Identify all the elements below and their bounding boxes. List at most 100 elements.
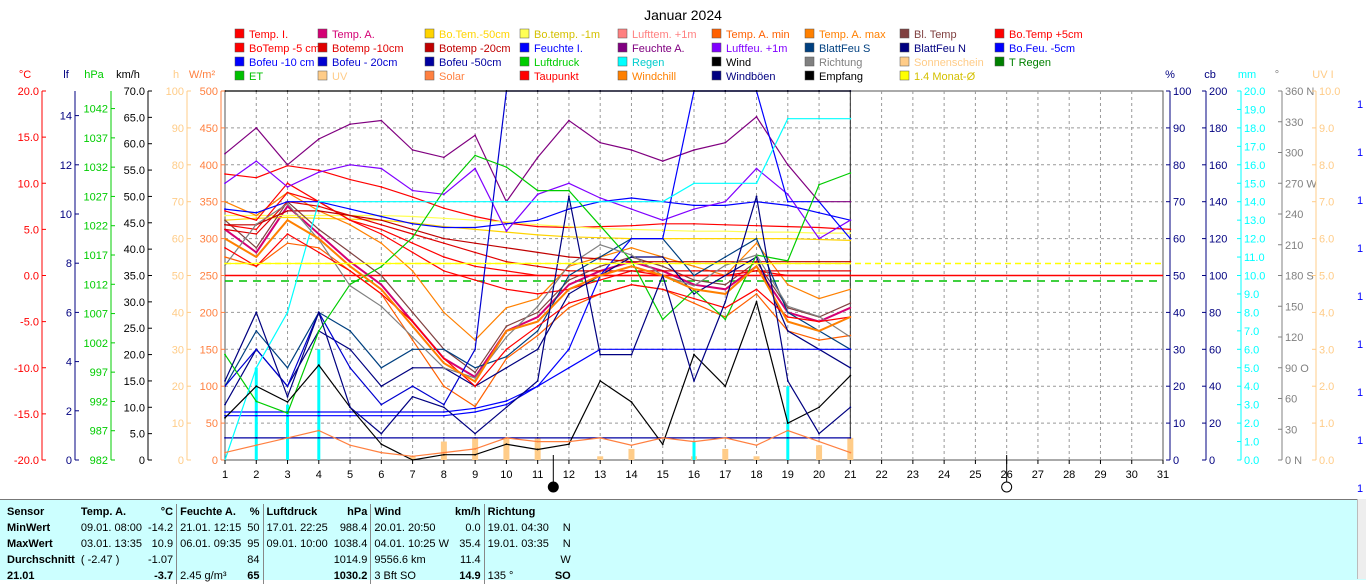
data-point bbox=[693, 284, 695, 287]
rain-bar bbox=[692, 441, 696, 460]
data-point bbox=[818, 320, 820, 323]
data-point bbox=[349, 163, 351, 166]
legend-label: Windchill bbox=[632, 71, 676, 83]
data-point bbox=[442, 406, 445, 409]
data-point bbox=[630, 200, 633, 203]
legend-swatch bbox=[617, 28, 628, 39]
stats-cell: 84 bbox=[247, 554, 260, 566]
data-point bbox=[224, 228, 226, 231]
data-point bbox=[349, 411, 351, 413]
data-point bbox=[411, 228, 414, 231]
data-point bbox=[317, 411, 320, 413]
far-right-tick: 1 bbox=[1357, 99, 1363, 111]
stats-cell: 20.01. 20:50 bbox=[370, 520, 452, 536]
data-point bbox=[661, 262, 664, 265]
data-point bbox=[661, 229, 664, 232]
data-point bbox=[224, 451, 226, 454]
axis-tick-right: 180 S bbox=[1285, 271, 1314, 283]
x-tick-label: 10 bbox=[500, 469, 512, 481]
data-point bbox=[755, 444, 758, 447]
data-point bbox=[505, 400, 508, 402]
axis-tick-right: 40 bbox=[1173, 307, 1185, 319]
data-point bbox=[661, 219, 664, 222]
data-point bbox=[317, 210, 320, 212]
axis-tick-right: 5.0 bbox=[1319, 271, 1334, 283]
legend-swatch bbox=[519, 42, 530, 53]
data-point bbox=[505, 221, 508, 223]
axis-tick-right: 270 W bbox=[1285, 178, 1317, 190]
data-point bbox=[505, 357, 508, 360]
data-point bbox=[286, 214, 289, 217]
x-tick-label: 2 bbox=[253, 469, 259, 481]
legend-swatch bbox=[617, 56, 628, 67]
data-point bbox=[349, 436, 351, 439]
axis-tick-left: 55.0 bbox=[124, 165, 145, 177]
data-point bbox=[224, 414, 226, 417]
data-point bbox=[442, 385, 445, 388]
far-right-tick: 1 bbox=[1357, 195, 1363, 207]
axis-tick-left: 5.0 bbox=[130, 429, 145, 441]
data-point bbox=[349, 219, 351, 222]
data-point bbox=[474, 251, 477, 254]
data-point bbox=[505, 436, 508, 439]
data-point bbox=[724, 283, 727, 286]
data-point bbox=[442, 262, 445, 265]
data-point bbox=[724, 260, 727, 263]
sunshine-bar bbox=[597, 456, 604, 460]
data-point bbox=[442, 256, 445, 258]
data-point bbox=[693, 440, 695, 443]
data-point bbox=[786, 163, 789, 166]
data-point bbox=[693, 279, 695, 282]
data-point bbox=[349, 406, 351, 409]
data-point bbox=[224, 210, 226, 212]
data-point bbox=[568, 119, 570, 122]
data-point bbox=[224, 353, 226, 356]
axis-tick-left: 100 bbox=[166, 86, 184, 98]
x-tick-label: 6 bbox=[378, 469, 384, 481]
legend-swatch bbox=[899, 28, 910, 39]
data-point bbox=[317, 90, 320, 92]
axis-tick-left: 1007 bbox=[84, 309, 108, 321]
legend-label: Temp. A. max bbox=[819, 29, 886, 41]
data-point bbox=[661, 348, 664, 351]
data-point bbox=[786, 259, 789, 262]
legend-swatch bbox=[711, 42, 722, 53]
data-point bbox=[255, 246, 258, 249]
data-point bbox=[505, 230, 508, 233]
x-tick-label: 15 bbox=[657, 469, 669, 481]
axis-tick-left: 0 bbox=[66, 455, 72, 467]
data-point bbox=[442, 193, 445, 196]
data-point bbox=[255, 217, 258, 220]
data-point bbox=[849, 90, 852, 92]
data-point bbox=[255, 414, 258, 417]
stats-header: % bbox=[249, 506, 260, 518]
data-point bbox=[411, 414, 414, 417]
data-point bbox=[286, 200, 289, 203]
data-point bbox=[224, 182, 226, 185]
data-point bbox=[286, 205, 289, 208]
axis-tick-left: 90 bbox=[172, 123, 184, 135]
data-point bbox=[818, 232, 820, 234]
axis-tick-right: 160 bbox=[1209, 160, 1227, 172]
sunshine-bar bbox=[753, 456, 760, 460]
axis-title-left: °C bbox=[19, 69, 31, 81]
stats-cell bbox=[262, 552, 331, 568]
scrollbar[interactable] bbox=[1357, 499, 1366, 579]
axis-tick-left: 10.0 bbox=[124, 402, 145, 414]
data-point bbox=[693, 269, 695, 272]
data-point bbox=[755, 262, 758, 265]
data-point bbox=[536, 385, 539, 388]
legend-swatch bbox=[617, 70, 628, 81]
legend-label: Wind bbox=[726, 57, 751, 69]
data-point bbox=[786, 274, 789, 277]
data-point bbox=[474, 219, 477, 222]
data-point bbox=[849, 334, 852, 337]
axis-tick-left: -10.0 bbox=[14, 363, 39, 375]
data-point bbox=[224, 246, 226, 249]
data-point bbox=[474, 448, 477, 450]
data-point bbox=[349, 178, 351, 181]
stats-cell bbox=[262, 568, 331, 584]
data-point bbox=[536, 329, 539, 332]
data-point bbox=[599, 256, 602, 258]
data-point bbox=[286, 182, 289, 185]
